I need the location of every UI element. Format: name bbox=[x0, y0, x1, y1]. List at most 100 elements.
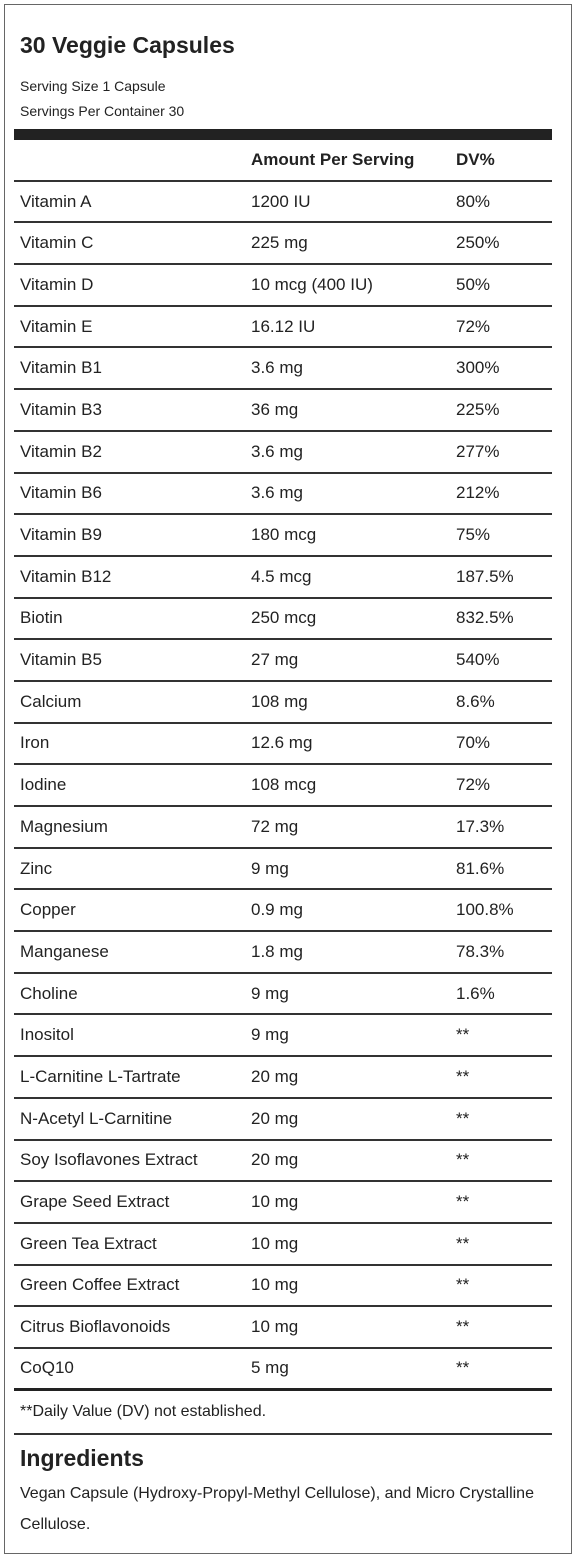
nutrient-name: Green Coffee Extract bbox=[20, 1275, 180, 1295]
nutrient-name: Manganese bbox=[20, 941, 109, 961]
daily-value: 540% bbox=[456, 650, 500, 670]
amount: 3.6 mg bbox=[251, 358, 303, 378]
table-row: Green Coffee Extract 10 mg ** bbox=[14, 1266, 552, 1308]
nutrient-name: Calcium bbox=[20, 691, 82, 711]
daily-value: ** bbox=[456, 1150, 470, 1170]
nutrient-name: Vitamin D bbox=[20, 274, 94, 294]
daily-value: ** bbox=[456, 1192, 470, 1212]
table-row: Choline 9 mg 1.6% bbox=[14, 974, 552, 1016]
table-row: Soy Isoflavones Extract 20 mg ** bbox=[14, 1141, 552, 1183]
table-row: N-Acetyl L-Carnitine 20 mg ** bbox=[14, 1099, 552, 1141]
amount: 10 mg bbox=[251, 1233, 299, 1253]
nutrient-name: Inositol bbox=[20, 1025, 74, 1045]
nutrient-name: Vitamin A bbox=[20, 191, 92, 211]
table-row: Vitamin B12 4.5 mcg 187.5% bbox=[14, 557, 552, 599]
label-frame bbox=[4, 4, 572, 1554]
daily-value: 100.8% bbox=[456, 900, 514, 920]
table-row: Vitamin A 1200 IU 80% bbox=[14, 182, 552, 224]
daily-value: ** bbox=[456, 1317, 470, 1337]
header-cell: DV% bbox=[456, 149, 495, 169]
daily-value: 70% bbox=[456, 733, 491, 753]
nutrient-name: Copper bbox=[20, 900, 76, 920]
daily-value: 225% bbox=[456, 399, 500, 419]
nutrient-name: Vitamin B1 bbox=[20, 358, 102, 378]
amount: 250 mcg bbox=[251, 608, 317, 628]
daily-value: 72% bbox=[456, 316, 491, 336]
title: 30 Veggie Capsules bbox=[20, 32, 235, 58]
amount: 10 mg bbox=[251, 1317, 299, 1337]
daily-value: 81.6% bbox=[456, 858, 505, 878]
amount: 0.9 mg bbox=[251, 900, 303, 920]
table-row: Inositol 9 mg ** bbox=[14, 1015, 552, 1058]
table-row: Vitamin B3 36 mg 225% bbox=[14, 390, 552, 432]
nutrient-name: Vitamin B9 bbox=[20, 525, 102, 545]
footnote: **Daily Value (DV) not established. bbox=[20, 1402, 267, 1420]
amount: 225 mg bbox=[251, 233, 308, 253]
daily-value: ** bbox=[456, 1108, 470, 1128]
daily-value: 300% bbox=[456, 358, 500, 378]
nutrient-name: Vitamin E bbox=[20, 316, 93, 336]
daily-value: 250% bbox=[456, 233, 500, 253]
daily-value: 17.3% bbox=[456, 816, 505, 836]
nutrient-name: Biotin bbox=[20, 608, 63, 628]
table-row: L-Carnitine L-Tartrate 20 mg ** bbox=[14, 1057, 552, 1099]
table-row: Iodine 108 mcg 72% bbox=[14, 765, 552, 807]
amount: 27 mg bbox=[251, 650, 299, 670]
daily-value: 187.5% bbox=[456, 566, 514, 586]
amount: 9 mg bbox=[251, 858, 289, 878]
table-row: Biotin 250 mcg 832.5% bbox=[14, 599, 552, 641]
amount: 108 mcg bbox=[251, 775, 317, 795]
nutrient-name: Citrus Bioflavonoids bbox=[20, 1317, 171, 1337]
nutrient-name: Magnesium bbox=[20, 816, 108, 836]
nutrient-name: Soy Isoflavones Extract bbox=[20, 1150, 198, 1170]
daily-value: 832.5% bbox=[456, 608, 514, 628]
table-row: Citrus Bioflavonoids 10 mg ** bbox=[14, 1307, 552, 1349]
table-row: Magnesium 72 mg 17.3% bbox=[14, 807, 552, 849]
daily-value: 80% bbox=[456, 191, 491, 211]
table-row: Vitamin C 225 mg 250% bbox=[14, 223, 552, 266]
header-row: Amount Per Serving DV% bbox=[14, 140, 552, 182]
daily-value: ** bbox=[456, 1275, 470, 1295]
daily-value: 75% bbox=[456, 525, 491, 545]
daily-value: 72% bbox=[456, 775, 491, 795]
nutrient-name: CoQ10 bbox=[20, 1358, 74, 1378]
serving-size: Serving Size 1 Capsule bbox=[20, 78, 166, 94]
daily-value: ** bbox=[456, 1025, 470, 1045]
nutrient-name: Vitamin B6 bbox=[20, 483, 102, 503]
ingredients-text: Vegan Capsule (Hydroxy-Propyl-Methyl Cel… bbox=[20, 1484, 534, 1533]
amount: 3.6 mg bbox=[251, 483, 303, 503]
amount: 1200 IU bbox=[251, 191, 311, 211]
nutrient-name: Vitamin B12 bbox=[20, 566, 112, 586]
nutrient-name: Zinc bbox=[20, 858, 53, 878]
daily-value: ** bbox=[456, 1066, 470, 1086]
amount: 1.8 mg bbox=[251, 941, 303, 961]
amount: 72 mg bbox=[251, 816, 299, 836]
table-row: Grape Seed Extract 10 mg ** bbox=[14, 1182, 552, 1224]
amount: 3.6 mg bbox=[251, 441, 303, 461]
table-row: Vitamin B6 3.6 mg 212% bbox=[14, 474, 552, 516]
facts-table: Amount Per Serving DV% Vitamin A 1200 IU 8… bbox=[14, 129, 552, 1540]
amount: 180 mcg bbox=[251, 525, 317, 545]
nutrient-name: L-Carnitine L-Tartrate bbox=[20, 1066, 181, 1086]
servings-per-container: Servings Per Container 30 bbox=[20, 103, 185, 119]
daily-value: 8.6% bbox=[456, 691, 495, 711]
amount: 10 mcg (400 IU) bbox=[251, 274, 373, 294]
amount: 9 mg bbox=[251, 1025, 289, 1045]
amount: 36 mg bbox=[251, 399, 299, 419]
amount: 10 mg bbox=[251, 1192, 299, 1212]
table-body: Vitamin A 1200 IU 80% Vitamin C 225 mg 250% Vi… bbox=[14, 182, 552, 1391]
amount: 20 mg bbox=[251, 1150, 299, 1170]
table-row: Copper 0.9 mg 100.8% bbox=[14, 890, 552, 933]
amount: 12.6 mg bbox=[251, 733, 313, 753]
daily-value: 277% bbox=[456, 441, 500, 461]
amount: 4.5 mcg bbox=[251, 566, 312, 586]
table-row: Green Tea Extract 10 mg ** bbox=[14, 1224, 552, 1266]
nutrient-name: N-Acetyl L-Carnitine bbox=[20, 1108, 173, 1128]
daily-value: ** bbox=[456, 1358, 470, 1378]
nutrient-name: Vitamin C bbox=[20, 233, 94, 253]
amount: 20 mg bbox=[251, 1066, 299, 1086]
table-row: Vitamin D 10 mcg (400 IU) 50% bbox=[14, 265, 552, 307]
amount: 10 mg bbox=[251, 1275, 299, 1295]
daily-value: ** bbox=[456, 1233, 470, 1253]
daily-value: 212% bbox=[456, 483, 500, 503]
